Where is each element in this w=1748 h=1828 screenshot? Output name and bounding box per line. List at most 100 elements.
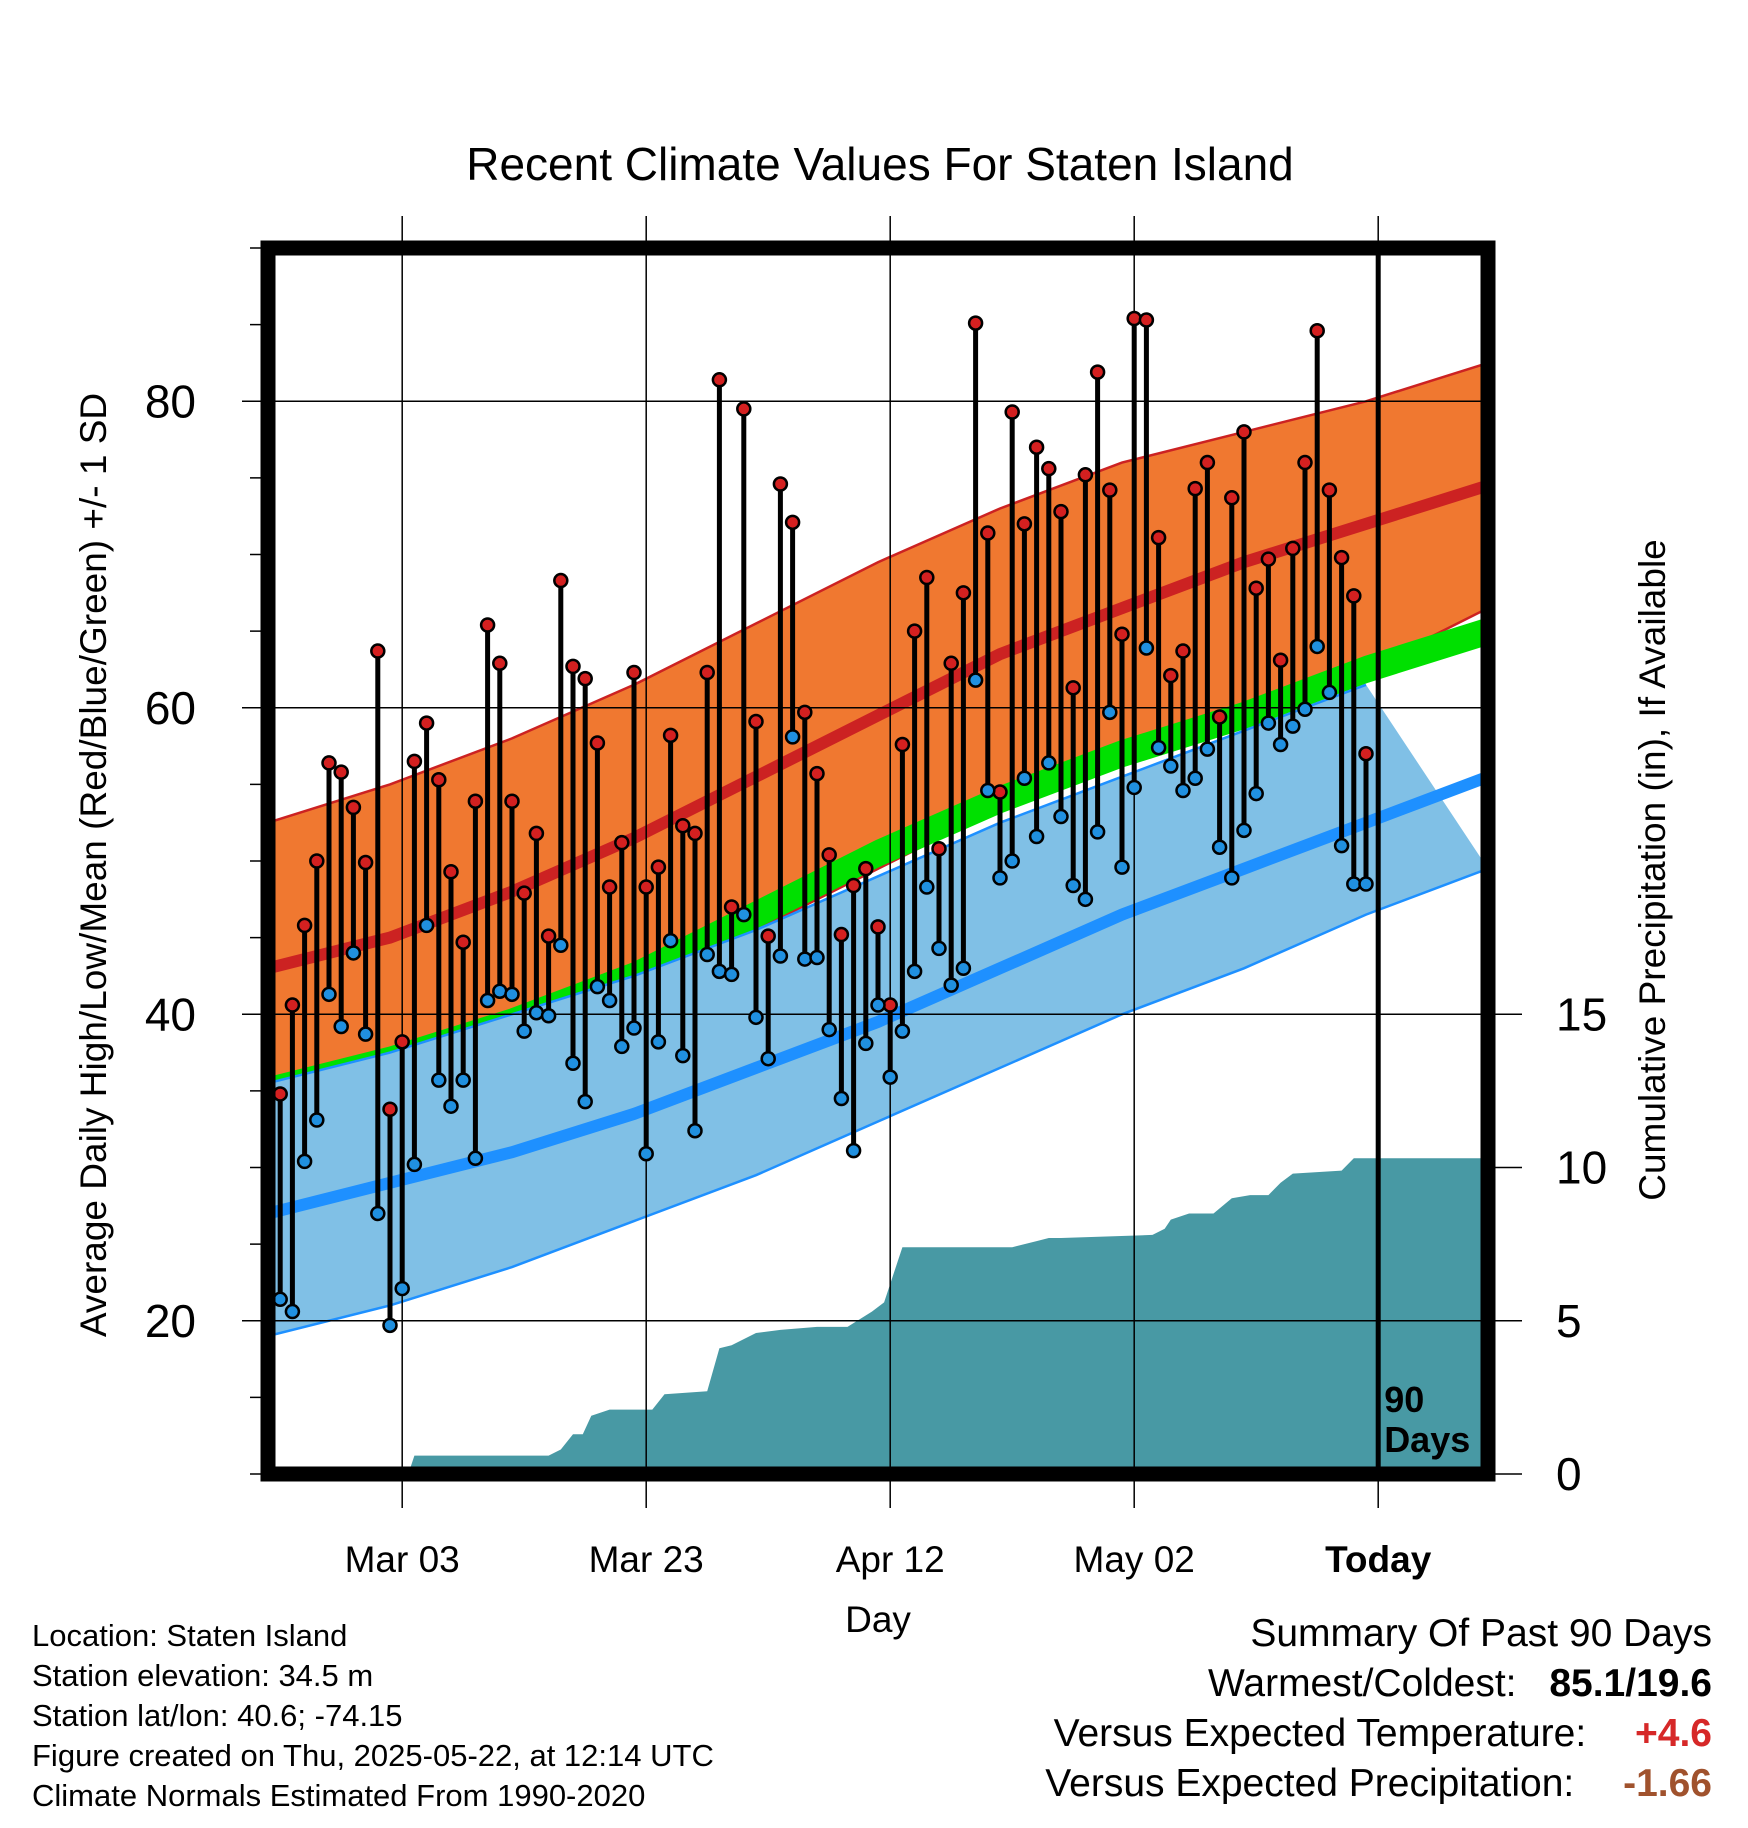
- high-point: [784, 514, 801, 531]
- low-point: [284, 1303, 301, 1320]
- y-axis-label: Average Daily High/Low/Mean (Red/Blue/Gr…: [73, 393, 114, 1337]
- low-point: [516, 1023, 532, 1039]
- y2-tick-label: 10: [1556, 1142, 1607, 1194]
- low-point: [882, 1069, 898, 1085]
- high-point: [577, 670, 593, 687]
- low-sd-lower-line: [268, 867, 1488, 1338]
- low-point: [943, 977, 959, 993]
- high-point: [418, 715, 435, 731]
- high-point: [553, 572, 569, 589]
- high-point: [321, 755, 337, 771]
- high-mean-line: [268, 479, 1488, 975]
- low-point: [321, 986, 337, 1003]
- x-tick-label: May 02: [1074, 1539, 1195, 1580]
- y2-tick-label: 0: [1556, 1448, 1582, 1500]
- warmest-coldest-value: 85.1/19.6: [1549, 1662, 1712, 1705]
- low-point: [699, 946, 715, 963]
- high-point: [809, 765, 825, 782]
- x-tick-label: Mar 23: [589, 1539, 704, 1580]
- low-point: [894, 1023, 911, 1039]
- low-point: [638, 1145, 654, 1162]
- high-point: [1065, 680, 1081, 696]
- high-point: [516, 885, 532, 901]
- high-point: [565, 658, 581, 675]
- summary-panel: Summary Of Past 90 Days Warmest/Coldest:…: [1045, 1609, 1712, 1809]
- low-point: [406, 1156, 423, 1173]
- low-point: [650, 1034, 667, 1050]
- y2-axis-label: Cumulative Precipitation (in), If Availa…: [1632, 539, 1673, 1201]
- high-point: [906, 623, 923, 639]
- y-tick-label: 20: [145, 1295, 196, 1347]
- y2-tick-label: 15: [1556, 988, 1607, 1040]
- high-sd-upper-line: [268, 361, 1488, 824]
- low-point: [601, 992, 618, 1009]
- high-point: [1041, 460, 1057, 477]
- info-latlon: Station lat/lon: 40.6; -74.15: [32, 1698, 403, 1733]
- info-created: Figure created on Thu, 2025-05-22, at 12…: [32, 1738, 714, 1773]
- low-point: [675, 1047, 691, 1064]
- y-tick-label: 40: [145, 988, 196, 1040]
- low-point: [967, 672, 984, 688]
- summary-heading: Summary Of Past 90 Days: [1250, 1612, 1712, 1655]
- low-point: [760, 1050, 776, 1067]
- low-point: [309, 1112, 325, 1128]
- high-point: [845, 877, 862, 894]
- high-point: [1224, 490, 1240, 506]
- high-point: [528, 825, 545, 842]
- high-point: [492, 655, 508, 672]
- high-point: [370, 643, 386, 659]
- low-point: [931, 940, 947, 957]
- low-point: [492, 983, 508, 1000]
- high-point: [1309, 323, 1325, 339]
- high-point: [760, 928, 776, 944]
- low-point: [528, 1004, 545, 1021]
- high-point: [687, 825, 703, 842]
- low-point: [1053, 808, 1069, 825]
- low-point: [1248, 785, 1264, 802]
- high-point: [589, 735, 606, 751]
- high-point: [1211, 709, 1228, 725]
- low-point: [919, 879, 935, 895]
- low-point: [1358, 876, 1374, 892]
- low-point: [1028, 828, 1045, 845]
- high-point: [431, 772, 447, 788]
- high-point: [638, 879, 654, 895]
- high-point: [1333, 549, 1350, 566]
- low-point: [833, 1090, 850, 1107]
- y2-tick-label: 5: [1556, 1295, 1582, 1347]
- high-point: [992, 784, 1008, 800]
- low-point: [1065, 877, 1081, 894]
- high-point: [1053, 503, 1069, 520]
- high-point: [748, 713, 764, 730]
- chart-title: Recent Climate Values For Staten Island: [466, 138, 1294, 190]
- summary-warmest-coldest: Warmest/Coldest: 85.1/19.6: [1045, 1659, 1712, 1709]
- low-point: [870, 997, 886, 1013]
- high-point: [919, 569, 935, 586]
- low-point: [1224, 870, 1240, 886]
- y-tick-label: 80: [145, 375, 196, 427]
- low-point: [1126, 779, 1142, 796]
- high-point: [345, 799, 362, 816]
- high-point: [650, 859, 667, 875]
- high-point: [1285, 540, 1301, 557]
- high-point: [943, 655, 959, 672]
- info-normals: Climate Normals Estimated From 1990-2020: [32, 1778, 646, 1813]
- high-point: [309, 853, 325, 869]
- high-point: [1297, 454, 1313, 471]
- low-point: [1163, 758, 1179, 774]
- low-point: [687, 1122, 703, 1139]
- low-point: [662, 932, 679, 949]
- high-point: [1126, 310, 1142, 327]
- low-point: [711, 963, 728, 980]
- high-point: [467, 793, 484, 809]
- low-point: [614, 1038, 630, 1055]
- high-point: [967, 315, 984, 331]
- low-point: [1199, 741, 1216, 757]
- summary-precipitation: Versus Expected Precipitation: -1.66: [1045, 1759, 1712, 1809]
- high-point: [1248, 580, 1264, 596]
- high-point: [601, 879, 618, 895]
- high-point: [333, 764, 349, 780]
- low-point: [1285, 718, 1301, 734]
